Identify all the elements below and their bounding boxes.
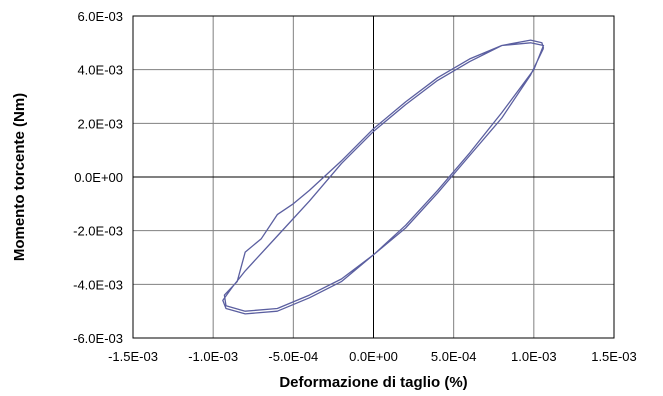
y-tick-labels: -6.0E-03 -4.0E-03 -2.0E-03 0.0E+00 2.0E-03 4.…	[73, 9, 123, 346]
plot-frame	[132, 15, 615, 339]
y-tick-label: -4.0E-03	[73, 277, 123, 292]
x-tick-label: 0.0E+00	[349, 349, 398, 364]
x-tick-label: 1.5E-03	[591, 349, 637, 364]
series-line	[222, 39, 545, 315]
x-tick-label: 1.0E-03	[511, 349, 557, 364]
x-tick-label: -1.0E-03	[188, 349, 238, 364]
y-tick-label: 6.0E-03	[77, 9, 123, 24]
y-tick-label: 0.0E+00	[74, 170, 123, 185]
y-tick-label: -2.0E-03	[73, 224, 123, 239]
x-tick-label: -1.5E-03	[108, 349, 158, 364]
y-tick-label: -6.0E-03	[73, 331, 123, 346]
x-tick-label: -5.0E-04	[268, 349, 318, 364]
x-tick-label: 5.0E-04	[431, 349, 477, 364]
y-tick-label: 2.0E-03	[77, 116, 123, 131]
grid-layer	[132, 15, 615, 339]
x-tick-labels: -1.5E-03 -1.0E-03 -5.0E-04 0.0E+00 5.0E-04 1.…	[108, 349, 637, 364]
series-layer	[222, 39, 545, 315]
x-axis-title: Deformazione di taglio (%)	[279, 374, 467, 391]
y-tick-label: 4.0E-03	[77, 63, 123, 78]
y-axis-title: Momento torcente (Nm)	[11, 93, 28, 261]
